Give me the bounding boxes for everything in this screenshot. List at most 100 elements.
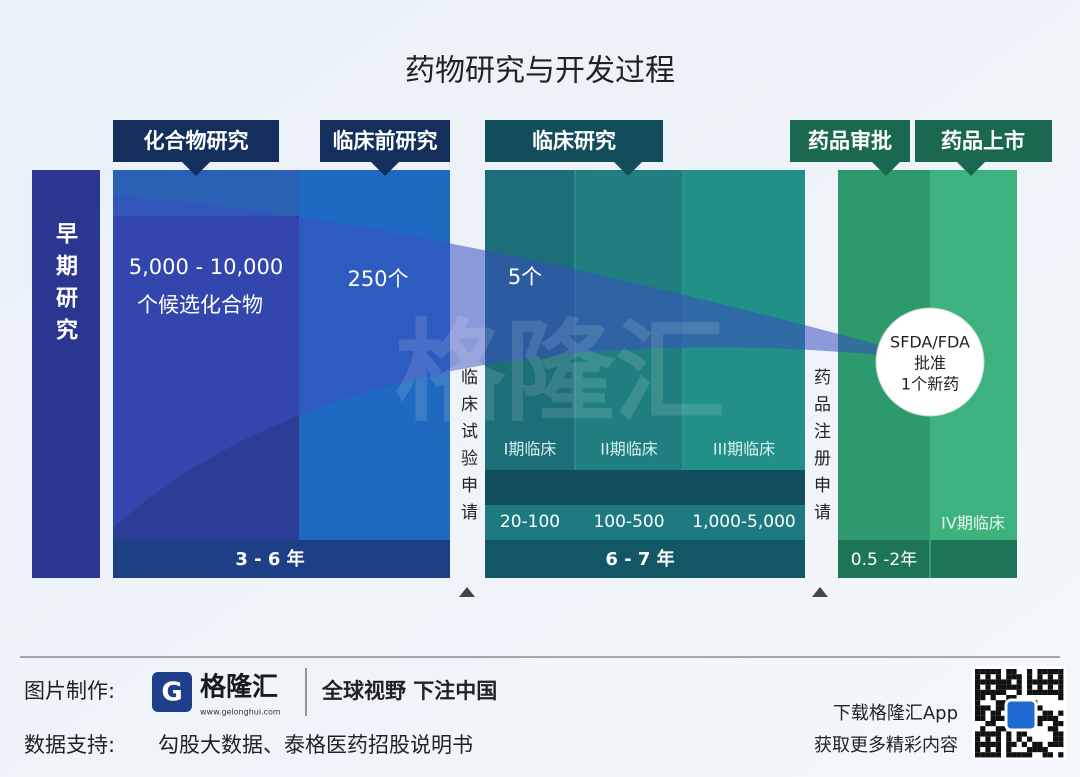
qr-module xyxy=(1027,752,1033,758)
qr-module xyxy=(1058,721,1064,727)
qr-module xyxy=(985,747,991,753)
stage-label: 药品上市 xyxy=(941,129,1025,153)
qr-module xyxy=(1016,674,1022,680)
qr-module xyxy=(1032,689,1038,695)
qr-module xyxy=(1058,752,1064,758)
qr-module xyxy=(980,752,986,758)
qr-logo xyxy=(1004,698,1038,732)
qr-module xyxy=(1053,669,1059,675)
qr-module xyxy=(995,747,1001,753)
qr-module xyxy=(1053,726,1059,732)
qr-module xyxy=(1058,710,1064,716)
qr-module xyxy=(1053,721,1059,727)
qr-module xyxy=(975,669,981,675)
qr-module xyxy=(1001,700,1007,706)
qr-module xyxy=(1027,679,1033,685)
duration-bar xyxy=(485,540,805,578)
qr-module xyxy=(1042,710,1048,716)
application: 临床试验申请 xyxy=(457,368,478,530)
qr-code xyxy=(972,666,1066,760)
qr-module xyxy=(1058,679,1064,685)
qr-module xyxy=(1006,752,1012,758)
qr-module xyxy=(975,684,981,690)
qr-module xyxy=(1001,705,1007,711)
qr-module xyxy=(995,741,1001,747)
qr-module xyxy=(980,710,986,716)
stage-label: 药品审批 xyxy=(808,129,892,153)
qr-module xyxy=(1016,684,1022,690)
qr-module xyxy=(1016,736,1022,742)
footer-label: 数据支持: xyxy=(24,733,115,757)
qr-module xyxy=(985,684,991,690)
early-column xyxy=(32,170,100,578)
logo-text: 格隆汇 xyxy=(200,672,278,703)
qr-module xyxy=(1006,731,1012,737)
qr-module xyxy=(995,674,1001,680)
qr-module xyxy=(990,689,996,695)
qr-module xyxy=(1001,726,1007,732)
qr-module xyxy=(1011,752,1017,758)
candidates-text: 个候选化合物 xyxy=(137,293,263,317)
qr-module xyxy=(1042,747,1048,753)
qr-module xyxy=(1047,752,1053,758)
qr-module xyxy=(980,741,986,747)
qr-module xyxy=(1058,689,1064,695)
duration-bar xyxy=(113,540,450,578)
qr-module xyxy=(1047,684,1053,690)
approval-text: SFDA/FDA xyxy=(890,333,970,352)
qr-module xyxy=(990,721,996,727)
qr-module xyxy=(1032,741,1038,747)
qr-module xyxy=(990,695,996,701)
qr-module xyxy=(995,731,1001,737)
qr-module xyxy=(975,715,981,721)
stage-label: 临床研究 xyxy=(532,129,616,153)
qr-module xyxy=(1027,736,1033,742)
stage-header: 化合物研究 xyxy=(113,120,279,176)
qr-module xyxy=(1037,741,1043,747)
qr-module xyxy=(995,726,1001,732)
qr-module xyxy=(1037,689,1043,695)
subjects-row xyxy=(485,505,805,540)
qr-module xyxy=(1037,747,1043,753)
qr-module xyxy=(995,710,1001,716)
qr-module xyxy=(1058,669,1064,675)
early-label: 早期研究 xyxy=(52,222,78,350)
qr-module xyxy=(1027,669,1033,675)
qr-module xyxy=(980,689,986,695)
qr-module xyxy=(1016,752,1022,758)
stage-label: 化合物研究 xyxy=(144,129,249,153)
qr-module xyxy=(975,736,981,742)
qr-module xyxy=(1053,741,1059,747)
logo-glyph: G xyxy=(161,678,182,708)
qr-module xyxy=(1047,741,1053,747)
qr-module xyxy=(990,731,996,737)
qr-module xyxy=(1037,684,1043,690)
qr-module xyxy=(990,669,996,675)
qr-module xyxy=(980,726,986,732)
qr-module xyxy=(1006,679,1012,685)
qr-module xyxy=(1042,752,1048,758)
qr-module xyxy=(995,715,1001,721)
qr-module xyxy=(1006,741,1012,747)
qr-module xyxy=(985,741,991,747)
qr-module xyxy=(995,736,1001,742)
qr-module xyxy=(975,710,981,716)
qr-module xyxy=(980,705,986,711)
qr-module xyxy=(985,689,991,695)
qr-module xyxy=(1058,674,1064,680)
phase-label: IV期临床 xyxy=(941,514,1005,533)
qr-module xyxy=(1037,674,1043,680)
qr-module xyxy=(1001,715,1007,721)
qr-module xyxy=(985,679,991,685)
qr-module xyxy=(995,679,1001,685)
app-text: 下载格隆汇App xyxy=(833,703,958,724)
slogan: 全球视野 下注中国 xyxy=(321,679,497,703)
funnel-curve xyxy=(113,195,880,528)
qr-module xyxy=(1053,679,1059,685)
qr-module xyxy=(980,679,986,685)
footer-label: 图片制作: xyxy=(24,679,115,703)
qr-module xyxy=(1037,721,1043,727)
data-source: 勾股大数据、泰格医药招股说明书 xyxy=(158,733,473,757)
qr-module xyxy=(1021,741,1027,747)
qr-module xyxy=(1006,695,1012,701)
